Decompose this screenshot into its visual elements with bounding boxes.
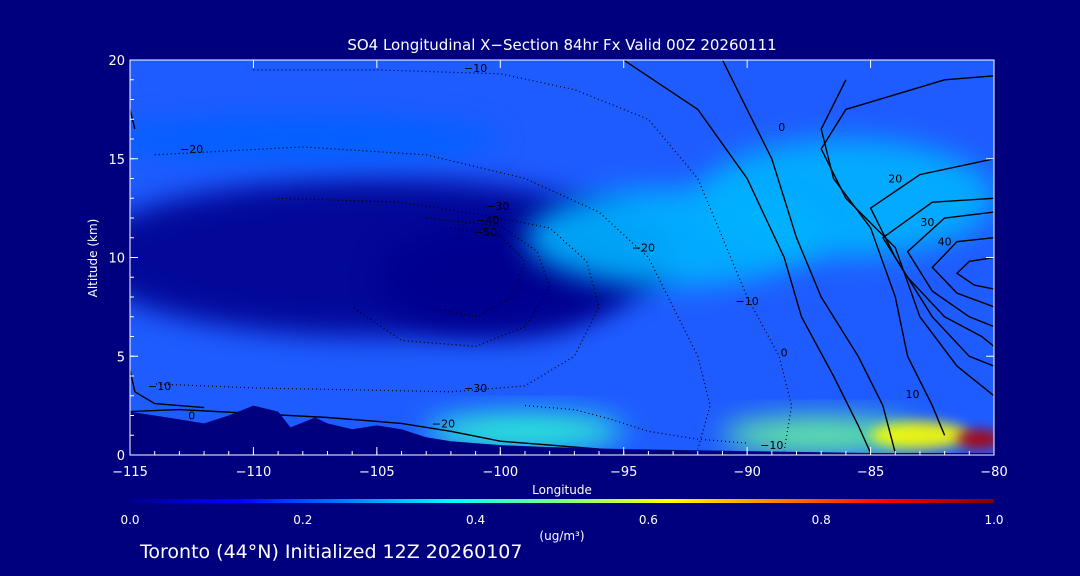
y-axis-ticks: 0 5 10 15 20 bbox=[108, 54, 994, 464]
contour-label: 0 bbox=[117, 103, 124, 116]
x-tick-label: −105 bbox=[359, 465, 395, 480]
plot-area: −100−20−30−40−50−20−100203040−30−100−20−… bbox=[117, 60, 994, 455]
contour-label: −10 bbox=[464, 62, 487, 75]
x-tick-label: −110 bbox=[236, 465, 272, 480]
contour-label: −30 bbox=[464, 382, 487, 395]
y-tick-label: 15 bbox=[108, 153, 125, 168]
colorbar-tick-label: 0.6 bbox=[639, 513, 658, 527]
contour-label: 40 bbox=[938, 236, 952, 249]
contour-label: −10 bbox=[148, 380, 171, 393]
dotted-contour bbox=[426, 227, 526, 318]
solid-contour bbox=[955, 256, 994, 290]
dotted-contours bbox=[154, 69, 793, 452]
dotted-contour bbox=[351, 217, 551, 348]
colorbar-unit-label: (ug/m³) bbox=[539, 529, 584, 543]
x-tick-label: −90 bbox=[733, 465, 760, 480]
contour-label: 0 bbox=[188, 410, 195, 423]
y-tick-label: 20 bbox=[108, 54, 125, 69]
chart-title: SO4 Longitudinal X−Section 84hr Fx Valid… bbox=[347, 36, 776, 54]
contour-label: 0 bbox=[778, 121, 785, 134]
contour-label: 10 bbox=[906, 388, 920, 401]
contour-label: −10 bbox=[736, 295, 759, 308]
contour-labels: −100−20−30−40−50−20−100203040−30−100−20−… bbox=[117, 62, 952, 452]
y-tick-label: 10 bbox=[108, 252, 125, 267]
concentration-field bbox=[130, 115, 994, 454]
dotted-contour bbox=[524, 405, 748, 444]
colorbar bbox=[130, 499, 994, 503]
contour-label: −50 bbox=[474, 226, 497, 239]
field-blob bbox=[870, 421, 970, 450]
colorbar-ticks: 0.0 0.2 0.4 0.6 0.8 1.0 bbox=[120, 513, 1003, 527]
solid-contour bbox=[820, 75, 994, 397]
y-tick-label: 0 bbox=[117, 449, 125, 464]
contour-label: 30 bbox=[920, 216, 934, 229]
dotted-contour bbox=[154, 146, 711, 450]
contour-label: −40 bbox=[476, 214, 499, 227]
x-tick-label: −85 bbox=[857, 465, 884, 480]
x-axis-label: Longitude bbox=[532, 483, 592, 497]
y-axis-label: Altitude (km) bbox=[86, 219, 100, 298]
contour-label: −10 bbox=[760, 439, 783, 452]
solid-contour bbox=[721, 60, 896, 454]
colorbar-tick-label: 1.0 bbox=[984, 513, 1003, 527]
contour-label: −20 bbox=[632, 242, 655, 255]
x-tick-label: −100 bbox=[482, 465, 518, 480]
field-blob bbox=[722, 417, 920, 454]
solid-contour bbox=[906, 211, 994, 328]
footer-init-text: Toronto (44°N) Initialized 12Z 20260107 bbox=[140, 541, 523, 563]
x-tick-label: −80 bbox=[980, 465, 1007, 480]
colorbar-tick-label: 0.8 bbox=[812, 513, 831, 527]
x-tick-label: −115 bbox=[112, 465, 148, 480]
x-tick-label: −95 bbox=[610, 465, 637, 480]
contour-label: 20 bbox=[888, 173, 902, 186]
colorbar-tick-label: 0.0 bbox=[120, 513, 139, 527]
solid-contours bbox=[130, 60, 994, 454]
solid-contour bbox=[931, 237, 994, 308]
field-blob bbox=[426, 413, 624, 450]
field-blob bbox=[956, 429, 994, 450]
solid-contour bbox=[820, 79, 946, 436]
field-blob bbox=[130, 115, 501, 163]
solid-contour bbox=[130, 107, 136, 130]
colorbar-tick-label: 0.4 bbox=[466, 513, 485, 527]
y-tick-label: 5 bbox=[117, 350, 125, 365]
solid-contour bbox=[130, 408, 600, 450]
contour-label: −30 bbox=[486, 200, 509, 213]
contour-label: −20 bbox=[180, 143, 203, 156]
contour-label: −20 bbox=[432, 417, 455, 430]
dotted-contour bbox=[154, 197, 600, 393]
solid-contour bbox=[623, 60, 872, 454]
x-axis-ticks: −115 −110 −105 −100 −95 −90 −85 −80 bbox=[112, 60, 1008, 480]
colorbar-tick-label: 0.2 bbox=[293, 513, 312, 527]
dotted-contour bbox=[253, 69, 793, 452]
contour-label: 0 bbox=[781, 346, 788, 359]
terrain bbox=[130, 405, 994, 455]
solid-contour bbox=[130, 369, 205, 409]
solid-contour bbox=[881, 197, 994, 347]
